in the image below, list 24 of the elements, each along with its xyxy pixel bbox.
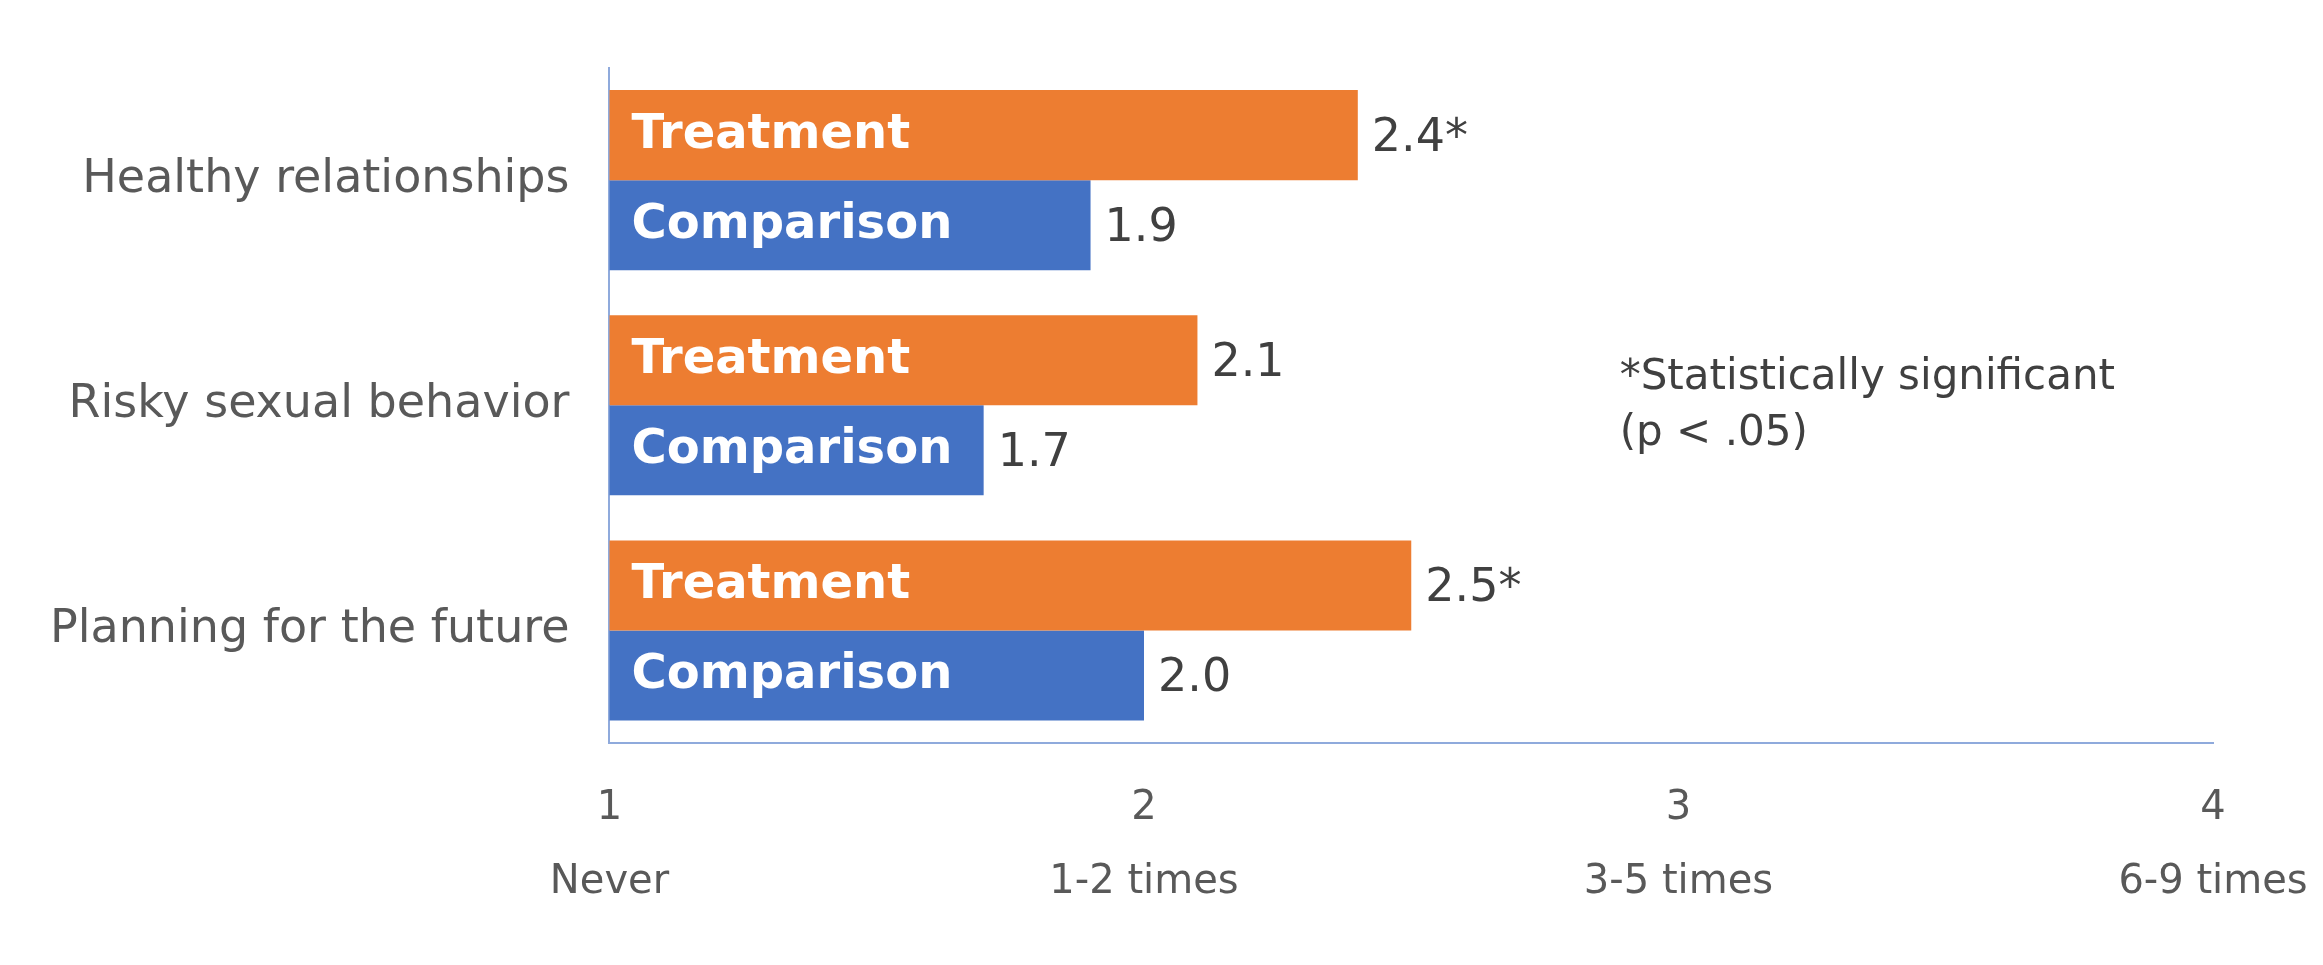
text: Never (549, 856, 670, 903)
x-tick-label: 2 (1131, 782, 1157, 829)
annotation: *Statistically significant (p < .05) (1619, 349, 2115, 455)
series-label: Treatment (631, 327, 911, 384)
text: 3-5 times (1583, 856, 1774, 903)
x-tick-label: 1 (596, 782, 623, 829)
x-tick-label: 4 (2200, 782, 2226, 829)
text: Comparison (631, 417, 953, 474)
text: 6-9 times (2118, 856, 2308, 903)
data-label: 2.5* (1425, 558, 1522, 613)
data-label: 1.7 (997, 423, 1071, 478)
text: Treatment (631, 552, 911, 609)
y-tick-label: Risky sexual behavior (68, 374, 570, 429)
data-label: 2.0 (1158, 648, 1232, 703)
text: 1-2 times (1049, 856, 1239, 903)
data-label: 1.9 (1104, 198, 1178, 253)
data-label: 2.4* (1371, 108, 1468, 163)
y-tick-label: Planning for the future (50, 599, 570, 654)
text: Comparison (631, 642, 953, 699)
series-label: Comparison (631, 192, 953, 249)
x-tick-label: 3 (1665, 782, 1692, 829)
y-tick-label: Healthy relationships (82, 149, 570, 204)
data-label: 2.1 (1211, 333, 1285, 388)
text: Treatment (631, 102, 911, 159)
